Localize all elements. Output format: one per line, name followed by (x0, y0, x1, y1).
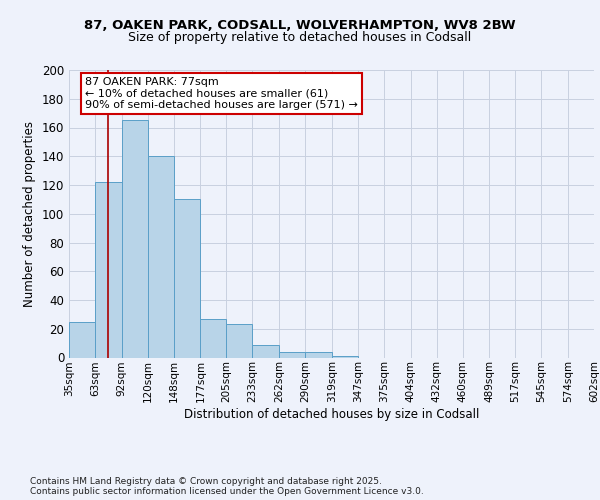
Text: Contains HM Land Registry data © Crown copyright and database right 2025.
Contai: Contains HM Land Registry data © Crown c… (30, 476, 424, 496)
X-axis label: Distribution of detached houses by size in Codsall: Distribution of detached houses by size … (184, 408, 479, 421)
Bar (200, 318, 226, 358)
Y-axis label: Number of detached properties: Number of detached properties (23, 120, 36, 306)
Bar (69, 322, 95, 358)
Bar (305, 352, 332, 358)
Text: 87 OAKEN PARK: 77sqm
← 10% of detached houses are smaller (61)
90% of semi-detac: 87 OAKEN PARK: 77sqm ← 10% of detached h… (85, 77, 358, 110)
Bar (226, 324, 253, 358)
Bar (594, 356, 600, 358)
Bar (148, 156, 173, 358)
Bar (332, 356, 358, 358)
Bar (122, 120, 148, 358)
Bar (95, 182, 122, 358)
Text: Size of property relative to detached houses in Codsall: Size of property relative to detached ho… (128, 31, 472, 44)
Bar (173, 200, 200, 358)
Text: 87, OAKEN PARK, CODSALL, WOLVERHAMPTON, WV8 2BW: 87, OAKEN PARK, CODSALL, WOLVERHAMPTON, … (84, 19, 516, 32)
Bar (279, 352, 305, 358)
Bar (253, 344, 279, 358)
